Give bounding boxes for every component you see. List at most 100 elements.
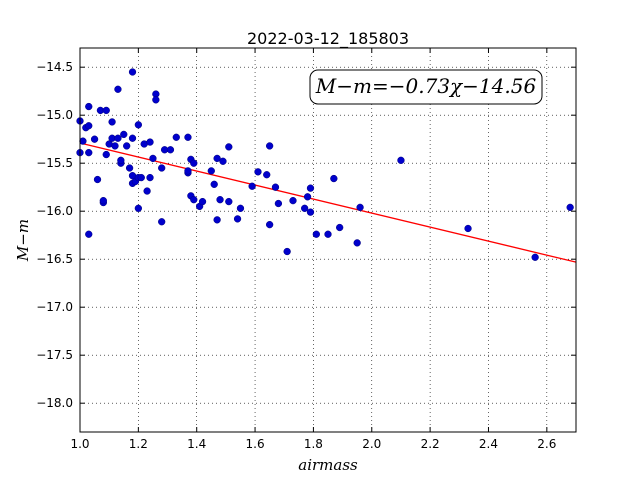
data-point: [464, 224, 472, 233]
fit-equation: M−m=−0.73χ−14.56: [315, 74, 537, 98]
data-point: [566, 203, 574, 212]
data-point: [225, 143, 233, 151]
data-point: [210, 180, 218, 188]
data-point: [263, 171, 271, 179]
x-tick-label: 2.4: [479, 437, 498, 451]
data-point: [102, 150, 110, 159]
data-point: [90, 135, 99, 143]
data-point: [213, 216, 221, 224]
x-tick-label: 1.8: [304, 437, 323, 451]
y-tick-label: −18.0: [36, 396, 73, 410]
data-point: [172, 133, 180, 141]
plot-area: [80, 48, 576, 432]
data-point: [85, 102, 93, 111]
data-point: [102, 106, 110, 115]
data-point: [152, 96, 160, 104]
data-point: [219, 157, 227, 165]
data-point: [134, 204, 143, 212]
data-point: [117, 156, 125, 164]
data-point: [114, 134, 122, 142]
data-point: [143, 187, 151, 195]
y-tick-label: −16.0: [36, 204, 73, 218]
data-point: [248, 182, 256, 190]
x-tick-label: 1.4: [187, 437, 206, 451]
x-tick-label: 2.0: [362, 437, 381, 451]
data-point: [125, 164, 134, 172]
data-point: [111, 142, 119, 150]
data-points: [76, 68, 574, 261]
plot-frame: [79, 47, 577, 433]
data-point: [324, 230, 332, 238]
data-point: [306, 184, 315, 192]
x-axis-label: airmass: [298, 456, 358, 474]
gridlines: [79, 48, 576, 432]
data-point: [306, 208, 315, 216]
data-point: [184, 167, 192, 175]
x-axis-ticks: 1.0 1.2 1.4 1.6 1.8 2.0 2.2 2.4 2.6: [70, 48, 556, 451]
data-point: [207, 167, 215, 175]
data-point: [213, 154, 221, 163]
data-point: [128, 68, 137, 76]
y-tick-label: −15.0: [36, 108, 73, 122]
data-point: [190, 159, 198, 167]
data-point: [158, 164, 166, 172]
y-tick-label: −14.5: [36, 60, 73, 74]
y-tick-label: −16.5: [36, 252, 73, 266]
data-point: [271, 183, 280, 191]
fit-equation-box: [309, 69, 543, 105]
data-point: [397, 156, 405, 164]
data-point: [85, 148, 93, 157]
data-point: [356, 203, 364, 212]
data-point: [330, 174, 338, 183]
data-point: [336, 223, 344, 232]
y-tick-label: −17.0: [36, 300, 73, 314]
data-point: [99, 196, 107, 205]
data-point: [531, 253, 539, 261]
data-point: [184, 133, 192, 141]
data-point: [303, 193, 312, 201]
data-point: [85, 230, 93, 238]
data-point: [149, 154, 157, 163]
data-point: [216, 196, 224, 204]
fit-line: [79, 142, 577, 263]
data-point: [225, 197, 233, 206]
data-point: [301, 204, 309, 212]
y-tick-label: −15.5: [36, 156, 73, 170]
data-point: [190, 196, 198, 204]
chart-title: 2022-03-12_185803: [247, 29, 409, 49]
data-point: [137, 173, 145, 182]
data-point: [146, 138, 154, 146]
data-point: [108, 118, 116, 126]
data-point: [265, 220, 274, 229]
data-point: [274, 199, 283, 208]
data-point: [134, 121, 143, 129]
data-point: [198, 197, 207, 206]
x-tick-label: 1.6: [246, 437, 265, 451]
y-tick-label: −17.5: [36, 348, 73, 362]
data-point: [146, 173, 154, 182]
data-point: [114, 85, 122, 93]
data-point: [79, 137, 87, 145]
data-point: [265, 142, 274, 150]
data-point: [158, 218, 166, 226]
x-tick-label: 2.6: [537, 437, 556, 451]
x-tick-label: 1.2: [129, 437, 148, 451]
data-point: [120, 130, 128, 139]
data-point: [289, 196, 297, 205]
data-point: [128, 134, 137, 142]
data-point: [93, 175, 102, 184]
data-point: [166, 146, 175, 154]
data-point: [254, 168, 262, 176]
x-tick-label: 2.2: [421, 437, 440, 451]
y-axis-ticks: −14.5 −15.0 −15.5 −16.0 −16.5 −17.0 −17.5 −18.0: [36, 60, 576, 410]
fit-line-group: [79, 142, 577, 263]
data-point: [283, 247, 291, 256]
data-point: [353, 239, 361, 247]
data-point: [312, 230, 320, 238]
data-point: [233, 215, 242, 223]
data-point: [236, 204, 245, 212]
data-point: [85, 122, 93, 130]
x-tick-label: 1.0: [70, 437, 89, 451]
y-axis-label: M−m: [14, 219, 32, 262]
